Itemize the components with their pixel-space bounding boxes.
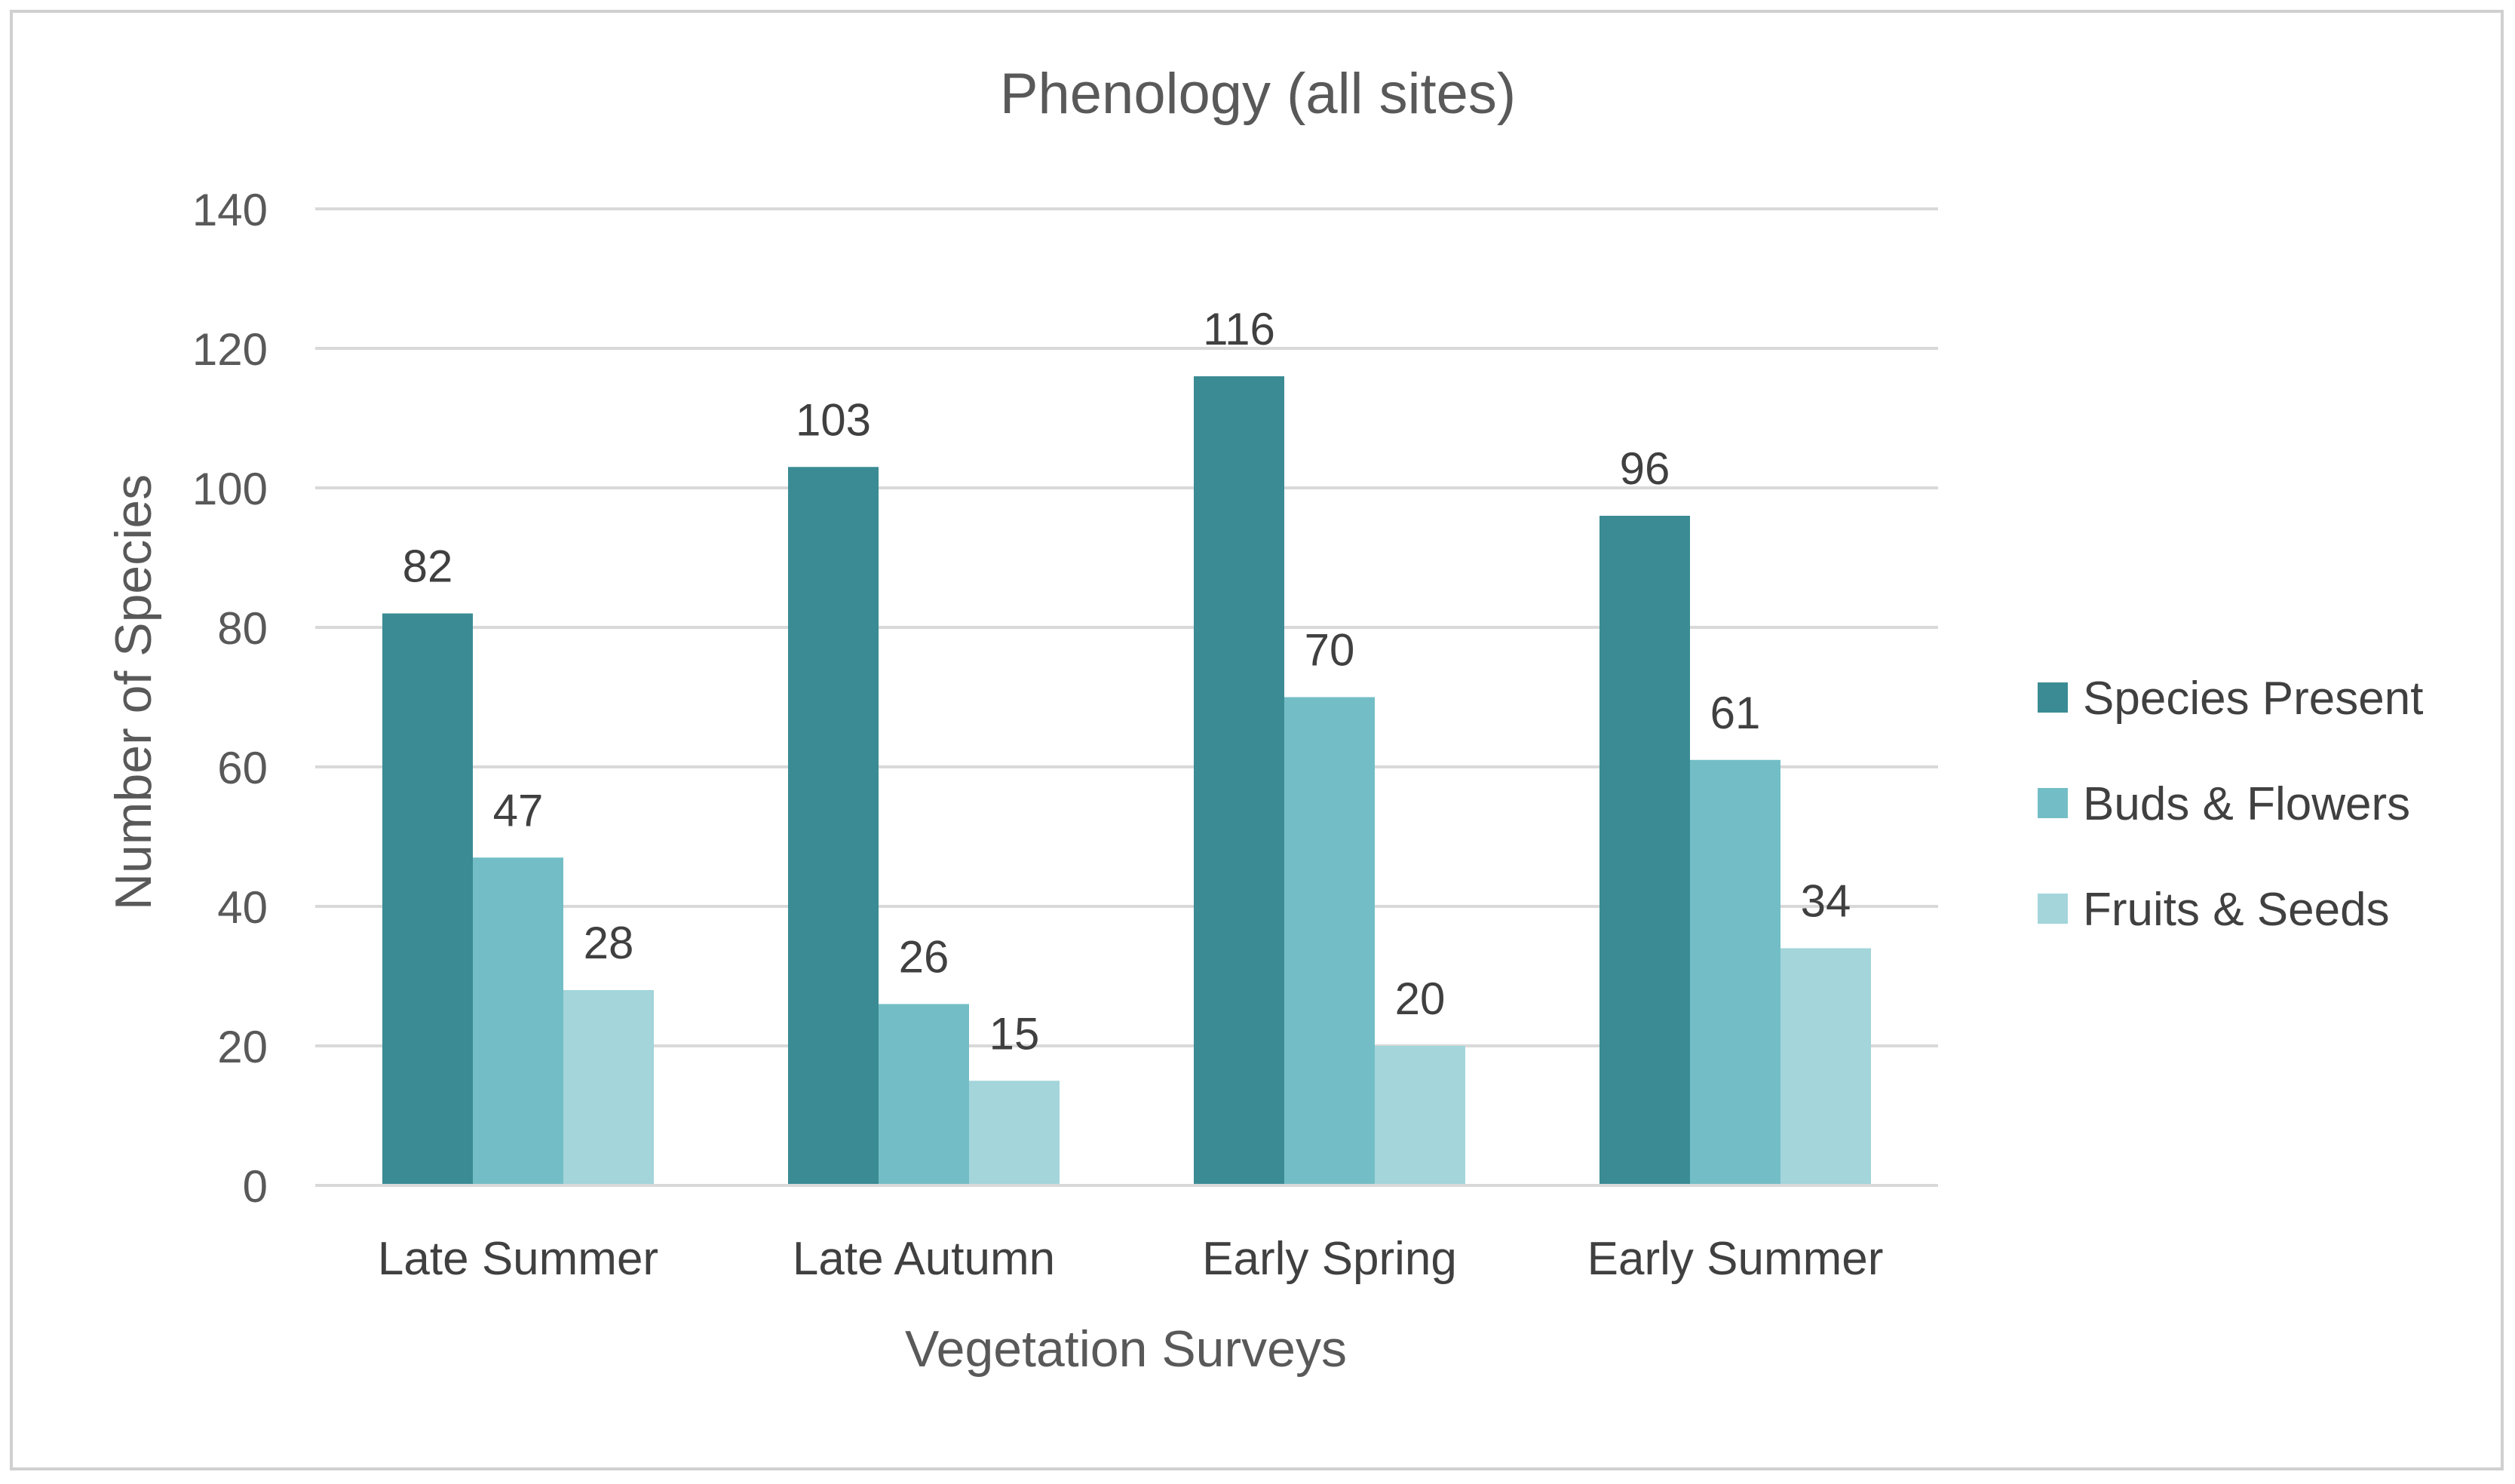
bar-buds-flowers-early-summer <box>1690 759 1780 1185</box>
data-label: 82 <box>403 541 453 592</box>
legend-swatch <box>2038 682 2068 713</box>
data-label: 103 <box>796 394 871 445</box>
legend-swatch <box>2038 894 2068 924</box>
data-labels: 82 47 28 103 26 15 116 70 20 96 61 34 <box>403 304 1851 1059</box>
bar-fruits-seeds-late-autumn <box>969 1081 1060 1185</box>
y-tick-label: 80 <box>217 603 268 654</box>
bars <box>315 376 1938 1187</box>
chart-title: Phenology (all sites) <box>1000 62 1516 126</box>
data-label: 61 <box>1710 688 1761 738</box>
y-axis-title: Number of Species <box>105 474 162 910</box>
bar-fruits-seeds-early-summer <box>1780 948 1871 1185</box>
y-tick-label: 100 <box>192 464 268 514</box>
x-axis-ticks: Late Summer Late Autumn Early Spring Early … <box>378 1233 1883 1285</box>
y-tick-label: 60 <box>217 743 268 793</box>
bar-species-present-late-summer <box>382 613 473 1185</box>
bar-species-present-early-spring <box>1194 376 1284 1185</box>
data-label: 20 <box>1395 973 1446 1024</box>
bar-species-present-late-autumn <box>788 467 879 1185</box>
data-label: 96 <box>1620 443 1670 494</box>
y-tick-label: 120 <box>192 324 268 375</box>
x-tick-label: Early Summer <box>1587 1233 1884 1285</box>
data-label: 15 <box>989 1008 1040 1059</box>
data-label: 47 <box>493 785 544 836</box>
x-tick-label: Late Summer <box>378 1233 658 1285</box>
legend: Species Present Buds & Flowers Fruits & Se… <box>2038 673 2423 936</box>
y-tick-label: 0 <box>243 1161 268 1212</box>
legend-label: Species Present <box>2083 673 2423 725</box>
y-tick-label: 140 <box>192 185 268 235</box>
data-label: 28 <box>584 918 634 968</box>
y-tick-label: 40 <box>217 882 268 933</box>
y-axis-ticks: 0 20 40 60 80 100 120 140 <box>192 185 268 1212</box>
data-label: 70 <box>1305 625 1355 676</box>
y-tick-label: 20 <box>217 1022 268 1072</box>
data-label: 26 <box>899 932 949 983</box>
bar-buds-flowers-late-autumn <box>879 1004 969 1185</box>
bar-fruits-seeds-late-summer <box>563 990 654 1185</box>
bar-buds-flowers-early-spring <box>1284 697 1375 1185</box>
x-axis-title: Vegetation Surveys <box>905 1320 1347 1378</box>
data-label: 34 <box>1801 876 1851 927</box>
bar-species-present-early-summer <box>1599 516 1690 1185</box>
bar-buds-flowers-late-summer <box>473 857 563 1185</box>
data-label: 116 <box>1203 304 1275 354</box>
legend-swatch <box>2038 788 2068 818</box>
legend-label: Buds & Flowers <box>2083 778 2410 830</box>
legend-label: Fruits & Seeds <box>2083 884 2390 936</box>
x-tick-label: Late Autumn <box>793 1233 1055 1285</box>
bar-fruits-seeds-early-spring <box>1375 1046 1465 1185</box>
x-tick-label: Early Spring <box>1202 1233 1457 1285</box>
